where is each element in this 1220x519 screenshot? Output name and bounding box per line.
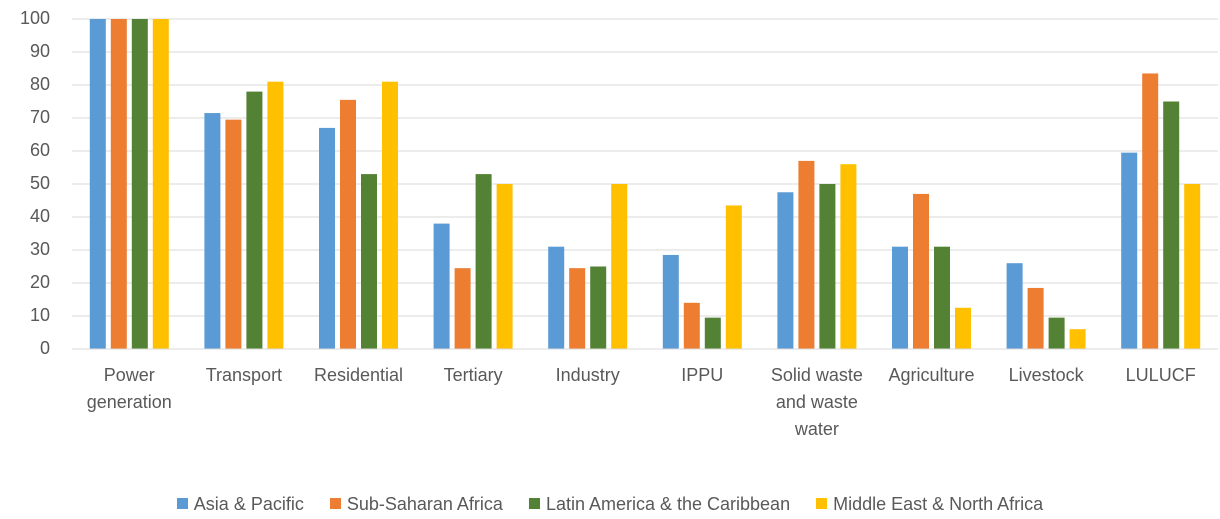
bar bbox=[1069, 329, 1086, 349]
bar bbox=[110, 19, 127, 349]
legend-swatch bbox=[528, 498, 540, 509]
bar bbox=[319, 127, 335, 350]
bar bbox=[1142, 73, 1159, 349]
legend-item: Latin America & the Caribbean bbox=[528, 494, 791, 515]
y-tick-label: 70 bbox=[30, 107, 50, 127]
legend-label: Sub-Saharan Africa bbox=[346, 494, 503, 514]
x-tick-label: Transport bbox=[205, 365, 283, 385]
x-tick-label: Industry bbox=[555, 365, 620, 385]
y-tick-label: 80 bbox=[30, 74, 50, 94]
bar bbox=[382, 81, 398, 349]
bar bbox=[433, 223, 450, 349]
legend-item: Asia & Pacific bbox=[176, 494, 304, 515]
y-tick-label: 10 bbox=[30, 305, 50, 325]
y-tick-label: 0 bbox=[40, 338, 50, 358]
bar bbox=[340, 99, 356, 349]
bar bbox=[1006, 263, 1023, 349]
x-tick-label: Livestock bbox=[1008, 365, 1084, 385]
bar bbox=[361, 174, 377, 349]
y-tick-label: 20 bbox=[30, 272, 50, 292]
bar bbox=[819, 184, 836, 349]
bar bbox=[267, 81, 284, 349]
bar bbox=[1027, 287, 1044, 349]
legend-swatch bbox=[816, 498, 828, 509]
legend-label: Latin America & the Caribbean bbox=[545, 494, 791, 514]
bar bbox=[225, 119, 242, 350]
bar bbox=[662, 254, 679, 349]
y-tick-label: 50 bbox=[30, 173, 50, 193]
bar bbox=[569, 268, 586, 349]
bar bbox=[1048, 317, 1065, 349]
bar bbox=[840, 164, 857, 349]
y-tick-label: 90 bbox=[30, 41, 50, 61]
x-tick-label: Agriculture bbox=[888, 365, 975, 385]
y-tick-label: 60 bbox=[30, 140, 50, 160]
bar bbox=[454, 268, 471, 349]
y-tick-label: 100 bbox=[20, 8, 50, 28]
x-tick-label: Power generation bbox=[86, 365, 172, 412]
bar bbox=[1184, 184, 1201, 349]
bar bbox=[89, 19, 106, 349]
bar bbox=[131, 19, 148, 349]
bar bbox=[913, 193, 929, 349]
bar bbox=[1163, 101, 1180, 349]
legend-label: Middle East & North Africa bbox=[833, 494, 1044, 514]
bar bbox=[892, 246, 908, 349]
legend-swatch bbox=[176, 498, 188, 509]
x-tick-label: IPPU bbox=[681, 365, 724, 385]
bar bbox=[955, 307, 971, 349]
bar bbox=[1121, 152, 1138, 349]
y-tick-label: 40 bbox=[30, 206, 50, 226]
bar bbox=[934, 246, 950, 349]
bar bbox=[590, 266, 607, 349]
legend-item: Middle East & North Africa bbox=[816, 494, 1043, 515]
bar bbox=[777, 192, 794, 349]
legend-swatch bbox=[329, 498, 341, 509]
bar bbox=[725, 205, 742, 349]
bar bbox=[548, 246, 565, 349]
legend-label: Asia & Pacific bbox=[193, 494, 304, 514]
bar bbox=[704, 317, 721, 349]
bar bbox=[246, 91, 263, 349]
x-tick-label: Residential bbox=[313, 365, 404, 385]
y-tick-label: 30 bbox=[30, 239, 50, 259]
bar bbox=[475, 174, 492, 349]
bar bbox=[152, 19, 169, 349]
legend: Asia & Pacific Sub-Saharan Africa Latin Am… bbox=[0, 494, 1220, 515]
x-tick-label: LULUCF bbox=[1125, 365, 1196, 385]
bar bbox=[798, 160, 815, 349]
legend-item: Sub-Saharan Africa bbox=[329, 494, 503, 515]
bar bbox=[683, 302, 700, 349]
bar bbox=[204, 113, 221, 349]
bar bbox=[611, 184, 628, 349]
bar bbox=[496, 184, 513, 349]
x-tick-label: Tertiary bbox=[443, 365, 503, 385]
x-tick-label: Solid waste and waste water bbox=[770, 365, 863, 439]
